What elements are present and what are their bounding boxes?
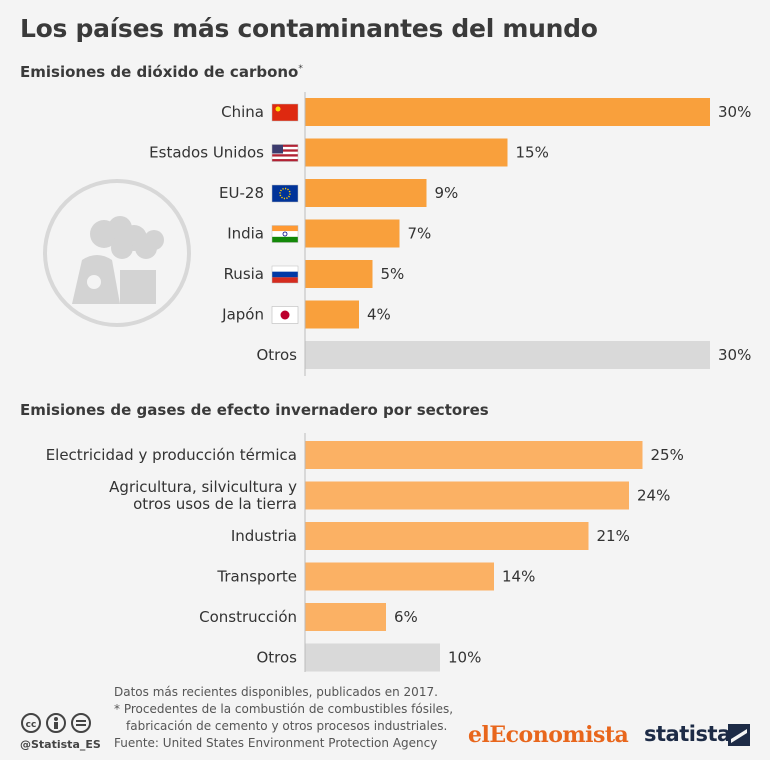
factory-pollution-icon bbox=[43, 179, 191, 327]
value-label: 15% bbox=[516, 144, 549, 162]
flag-japan-icon bbox=[271, 306, 299, 324]
eleconomista-logo: elEconomista bbox=[468, 722, 629, 748]
value-label: 6% bbox=[394, 608, 418, 626]
value-label: 30% bbox=[718, 103, 751, 121]
value-label: 7% bbox=[408, 225, 432, 243]
flag-eu-icon bbox=[271, 184, 299, 203]
category-label: China bbox=[221, 103, 264, 121]
bar bbox=[305, 341, 710, 369]
category-label: Industria bbox=[231, 527, 297, 545]
by-icon bbox=[46, 713, 66, 733]
bar bbox=[305, 481, 629, 510]
bar bbox=[305, 98, 710, 126]
flag-china-icon bbox=[271, 103, 299, 122]
category-label: Japón bbox=[221, 306, 264, 324]
value-label: 24% bbox=[637, 487, 670, 505]
value-label: 10% bbox=[448, 649, 481, 667]
svg-text:cc: cc bbox=[26, 720, 37, 730]
flag-russia-icon bbox=[271, 265, 299, 284]
value-label: 21% bbox=[597, 527, 630, 545]
page-title: Los países más contaminantes del mundo bbox=[20, 14, 598, 43]
statista-logo-icon bbox=[728, 724, 750, 746]
category-label: Electricidad y producción térmica bbox=[46, 446, 297, 464]
flag-usa-icon bbox=[271, 144, 299, 162]
flag-india-icon bbox=[271, 225, 299, 243]
bar bbox=[305, 522, 589, 550]
category-label: Estados Unidos bbox=[149, 144, 264, 162]
bar-charts: 30% China 15% Estados Unidos 9% EU-28 7% India 5… bbox=[46, 92, 751, 672]
value-label: 25% bbox=[651, 446, 684, 464]
bar bbox=[305, 179, 427, 207]
category-label: Transporte bbox=[216, 568, 297, 586]
bar bbox=[305, 603, 386, 631]
bar bbox=[305, 260, 373, 288]
bar bbox=[305, 441, 643, 469]
category-label: Agricultura, silvicultura y otros usos de… bbox=[109, 478, 297, 513]
value-label: 4% bbox=[367, 306, 391, 324]
value-label: 30% bbox=[718, 346, 751, 364]
footer-note-date: Datos más recientes disponibles, publica… bbox=[114, 685, 438, 699]
value-label: 5% bbox=[381, 265, 405, 283]
section1-subtitle: Emisiones de dióxido de carbono* bbox=[20, 63, 303, 81]
bar bbox=[305, 562, 494, 591]
bar bbox=[305, 300, 359, 329]
cc-icon: cc bbox=[21, 713, 41, 733]
bar bbox=[305, 138, 508, 167]
category-label: Rusia bbox=[224, 265, 264, 283]
footer-note-asterisk: * Procedentes de la combustión de combus… bbox=[114, 702, 454, 716]
category-label: EU-28 bbox=[219, 184, 264, 202]
license-icons: cc bbox=[21, 713, 91, 733]
category-label: Construcción bbox=[199, 608, 297, 626]
statista-logo-text: statista bbox=[644, 722, 731, 746]
value-label: 14% bbox=[502, 568, 535, 586]
bar bbox=[305, 219, 400, 248]
category-label: Otros bbox=[256, 649, 297, 667]
statista-handle: @Statista_ES bbox=[20, 738, 101, 751]
category-label: Otros bbox=[256, 346, 297, 364]
nd-icon bbox=[71, 713, 91, 733]
category-label: India bbox=[227, 225, 264, 243]
value-label: 9% bbox=[435, 184, 459, 202]
footer-note-asterisk-cont: fabricación de cemento y otros procesos … bbox=[126, 719, 448, 733]
footer-notes: Datos más recientes disponibles, publica… bbox=[114, 684, 453, 752]
bar bbox=[305, 643, 440, 672]
section2-subtitle: Emisiones de gases de efecto invernadero… bbox=[20, 401, 489, 419]
footer-source: Fuente: United States Environment Protec… bbox=[114, 736, 438, 750]
